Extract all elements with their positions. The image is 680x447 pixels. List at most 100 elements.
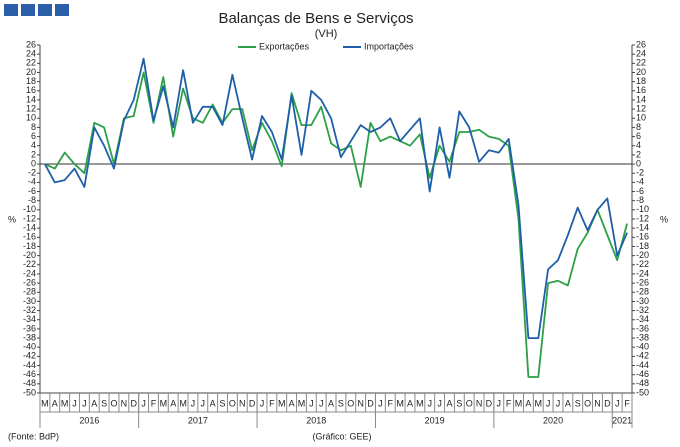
x-tick-label: M xyxy=(179,398,187,408)
x-tick-label: D xyxy=(249,398,256,408)
y-tick-label: -8 xyxy=(28,195,36,205)
y-tick-label: -24 xyxy=(23,268,36,278)
y2-tick-label: -38 xyxy=(636,332,649,342)
legend-label: Exportações xyxy=(259,41,310,51)
x-tick-label: A xyxy=(52,398,58,408)
y-tick-label: 14 xyxy=(26,94,36,104)
x-tick-label: J xyxy=(615,398,620,408)
y2-tick-label: -6 xyxy=(636,186,644,196)
x-tick-label: D xyxy=(367,398,374,408)
x-tick-label: F xyxy=(506,398,512,408)
x-tick-label: O xyxy=(110,398,117,408)
x-tick-label: D xyxy=(604,398,611,408)
y-tick-label: -46 xyxy=(23,369,36,379)
y-tick-label: -12 xyxy=(23,213,36,223)
year-label: 2017 xyxy=(188,415,208,425)
x-tick-label: J xyxy=(556,398,561,408)
x-tick-label: J xyxy=(546,398,551,408)
y2-tick-label: 22 xyxy=(636,58,646,68)
y-tick-label: 26 xyxy=(26,39,36,49)
y2-tick-label: -46 xyxy=(636,369,649,379)
y-tick-label: -22 xyxy=(23,259,36,269)
x-tick-label: M xyxy=(515,398,523,408)
x-tick-label: D xyxy=(130,398,137,408)
y-tick-label: 4 xyxy=(31,140,36,150)
x-tick-label: O xyxy=(466,398,473,408)
y2-tick-label: 4 xyxy=(636,140,641,150)
x-tick-label: J xyxy=(309,398,314,408)
x-tick-label: S xyxy=(338,398,344,408)
y2-tick-label: -30 xyxy=(636,296,649,306)
y-tick-label: -32 xyxy=(23,305,36,315)
x-tick-label: M xyxy=(41,398,49,408)
y2-tick-label: 24 xyxy=(636,49,646,59)
year-label: 2020 xyxy=(543,415,563,425)
credit: (Gráfico: GEE) xyxy=(312,431,371,441)
y-tick-label: -10 xyxy=(23,204,36,214)
source: (Fonte: BdP) xyxy=(8,431,59,441)
y-tick-label: 10 xyxy=(26,113,36,123)
y-axis-label: % xyxy=(8,214,16,224)
y-tick-label: -38 xyxy=(23,332,36,342)
y2-tick-label: -32 xyxy=(636,305,649,315)
y-tick-label: 24 xyxy=(26,49,36,59)
y-tick-label: -30 xyxy=(23,296,36,306)
y2-tick-label: 16 xyxy=(636,85,646,95)
series-line xyxy=(44,71,628,378)
y2-tick-label: -14 xyxy=(636,223,649,233)
y-tick-label: -18 xyxy=(23,241,36,251)
x-tick-label: S xyxy=(220,398,226,408)
x-tick-label: O xyxy=(229,398,236,408)
y2-tick-label: 8 xyxy=(636,122,641,132)
y2-tick-label: 12 xyxy=(636,103,646,113)
y2-tick-label: -44 xyxy=(636,360,649,370)
y-tick-label: -28 xyxy=(23,287,36,297)
y-tick-label: -26 xyxy=(23,277,36,287)
x-tick-label: J xyxy=(260,398,265,408)
y-axis-label: % xyxy=(660,214,668,224)
chart-title: Balanças de Bens e Serviços xyxy=(218,10,413,27)
y-tick-label: 22 xyxy=(26,58,36,68)
x-tick-label: N xyxy=(594,398,601,408)
x-tick-label: N xyxy=(121,398,128,408)
y2-tick-label: 0 xyxy=(636,158,641,168)
x-tick-label: M xyxy=(396,398,404,408)
y2-tick-label: 18 xyxy=(636,76,646,86)
y2-tick-label: -36 xyxy=(636,323,649,333)
x-tick-label: D xyxy=(486,398,493,408)
y2-tick-label: -20 xyxy=(636,250,649,260)
x-tick-label: M xyxy=(298,398,306,408)
y2-tick-label: -24 xyxy=(636,268,649,278)
legend-label: Importações xyxy=(364,41,414,51)
x-tick-label: J xyxy=(141,398,146,408)
x-tick-label: J xyxy=(427,398,432,408)
y2-tick-label: -50 xyxy=(636,387,649,397)
y2-tick-label: -42 xyxy=(636,351,649,361)
y-tick-label: 0 xyxy=(31,158,36,168)
x-tick-label: M xyxy=(61,398,69,408)
logo xyxy=(55,4,69,16)
y-tick-label: 6 xyxy=(31,131,36,141)
y2-tick-label: -18 xyxy=(636,241,649,251)
x-tick-label: M xyxy=(535,398,543,408)
y-tick-label: -36 xyxy=(23,323,36,333)
x-tick-label: M xyxy=(278,398,286,408)
y-tick-label: -16 xyxy=(23,232,36,242)
y-tick-label: 12 xyxy=(26,103,36,113)
x-tick-label: S xyxy=(575,398,581,408)
x-tick-label: J xyxy=(191,398,196,408)
y-tick-label: -2 xyxy=(28,168,36,178)
logo xyxy=(4,4,18,16)
x-tick-label: A xyxy=(565,398,571,408)
y2-tick-label: -12 xyxy=(636,213,649,223)
y-tick-label: -42 xyxy=(23,351,36,361)
x-tick-label: A xyxy=(446,398,452,408)
y2-tick-label: -2 xyxy=(636,168,644,178)
x-tick-label: A xyxy=(289,398,295,408)
y2-tick-label: -10 xyxy=(636,204,649,214)
y-tick-label: -34 xyxy=(23,314,36,324)
x-tick-label: S xyxy=(456,398,462,408)
y2-tick-label: -8 xyxy=(636,195,644,205)
y2-tick-label: -4 xyxy=(636,177,644,187)
